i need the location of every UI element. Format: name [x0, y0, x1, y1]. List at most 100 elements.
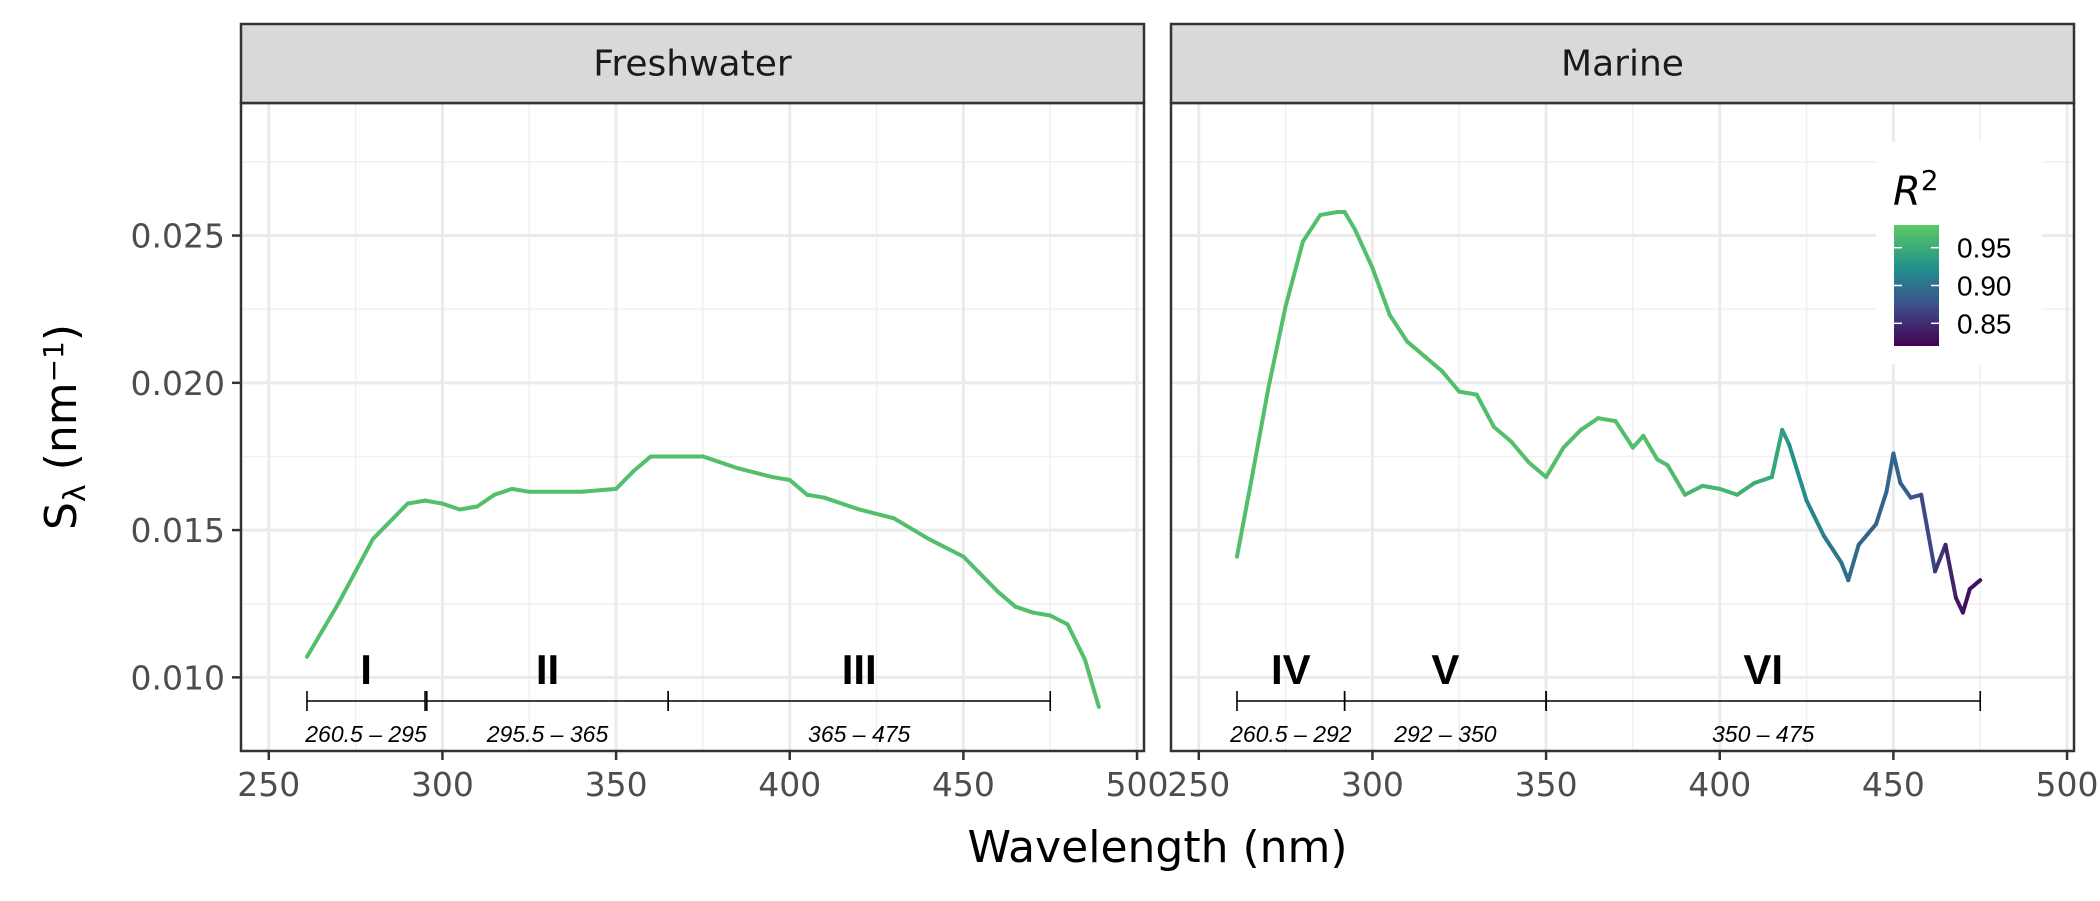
- segment-label: IV: [1271, 646, 1311, 693]
- series-line-segment: [1735, 480, 1757, 497]
- series-line-segment: [304, 601, 341, 659]
- y-tick-label: 0.020: [131, 364, 225, 403]
- series-line-segment: [1342, 209, 1358, 232]
- series-line-segment: [1884, 451, 1896, 494]
- series-line-segment: [1804, 498, 1826, 538]
- y-axis-title: Sλ (nm−1): [36, 324, 93, 530]
- series-line-segment: [1596, 416, 1618, 424]
- y-tick-label: 0.010: [131, 658, 225, 697]
- x-tick-label: 400: [758, 765, 821, 804]
- series-line-segment: [1752, 475, 1774, 485]
- x-tick-label: 350: [1515, 765, 1578, 804]
- colorbar-legend: R2 0.95 0.90 0.85: [1876, 142, 2042, 364]
- x-tick-label: 500: [1106, 765, 1169, 804]
- series-line-segment: [1717, 486, 1740, 497]
- series-line-segment: [1787, 442, 1809, 503]
- series-line-segment: [440, 501, 462, 512]
- segment-label: II: [536, 646, 559, 693]
- series-line-segment: [336, 536, 375, 606]
- series-line-segment: [423, 498, 445, 506]
- segment-range-label: 260.5 – 292: [1229, 721, 1352, 747]
- segment-range-label: 295.5 – 365: [486, 721, 609, 747]
- segment-range-label: 350 – 475: [1712, 721, 1815, 747]
- series-line-segment: [1318, 209, 1340, 217]
- series-line-segment: [475, 492, 497, 509]
- series-line-segment: [1561, 427, 1583, 450]
- colorbar-tick-label: 0.95: [1957, 233, 2012, 264]
- series-line-segment: [770, 475, 792, 483]
- series-line-segment: [1960, 587, 1972, 615]
- facet-strip-label: Freshwater: [593, 44, 792, 85]
- segment-label: III: [842, 646, 877, 693]
- x-tick-label: 450: [1862, 765, 1925, 804]
- x-tick-label: 250: [1167, 765, 1230, 804]
- series-line-segment: [579, 486, 619, 494]
- x-tick-label: 400: [1688, 765, 1751, 804]
- x-axis-title: Wavelength (nm): [967, 822, 1347, 873]
- panel-freshwater: I 260.5 – 295 II 295.5 – 365 III 365 – 475 Fre…: [237, 22, 1169, 804]
- series-line-segment: [1967, 578, 1983, 591]
- series-line-segment: [961, 554, 1001, 594]
- series-line-segment: [1030, 610, 1053, 618]
- series-line-segment: [1266, 304, 1288, 391]
- series-line-segment: [996, 589, 1018, 609]
- series-line-segment: [1891, 451, 1903, 485]
- panel-marine: IV 260.5 – 292 V 292 – 350 VI 350 – 475 Marine…: [1167, 22, 2099, 804]
- series-line-segment: [1422, 354, 1444, 374]
- facet-strip: [239, 22, 1146, 105]
- series-line-segment: [1933, 542, 1948, 574]
- series-line-segment: [1370, 265, 1392, 318]
- series-line-segment: [1509, 439, 1531, 465]
- series-line-segment: [1630, 433, 1646, 450]
- series-line-segment: [1821, 533, 1844, 565]
- series-line-segment: [1248, 386, 1271, 485]
- series-line-segment: [1048, 613, 1070, 627]
- series-line-segment: [1898, 480, 1913, 500]
- series-line-segment: [1082, 657, 1101, 709]
- series-line-segment: [787, 478, 810, 497]
- series-line-segment: [1700, 483, 1722, 491]
- series-line-segment: [1439, 369, 1462, 394]
- series-line-segment: [1846, 542, 1861, 583]
- series-line-segment: [1457, 389, 1479, 397]
- series-line-segment: [1919, 492, 1938, 574]
- x-tick-label: 300: [411, 765, 474, 804]
- series-line-segment: [1683, 483, 1705, 497]
- series-line-segment: [1641, 433, 1660, 462]
- segment-label: VI: [1743, 646, 1783, 693]
- y-tick-label: 0.025: [131, 217, 225, 256]
- y-tick-label: 0.015: [131, 511, 225, 550]
- x-tick-label: 450: [932, 765, 995, 804]
- series-line-segment: [1780, 427, 1792, 447]
- series-line-segment: [700, 454, 740, 471]
- series-line-segment: [1013, 604, 1035, 615]
- x-tick-label: 300: [1341, 765, 1404, 804]
- series-line-segment: [614, 469, 636, 491]
- segment-range-label: 260.5 – 295: [304, 721, 427, 747]
- segment-label: I: [360, 646, 372, 693]
- series-line-segment: [891, 516, 931, 541]
- colorbar-tick-label: 0.90: [1957, 271, 2012, 302]
- series-line-segment: [1856, 522, 1879, 547]
- series-line-segment: [1544, 445, 1566, 480]
- series-line-segment: [1578, 416, 1601, 432]
- series-line-segment: [857, 507, 896, 521]
- segment-range-label: 292 – 350: [1393, 721, 1497, 747]
- panel-background: [241, 103, 1144, 751]
- series-line-segment: [1526, 460, 1549, 480]
- series-line-segment: [735, 466, 775, 480]
- series-line-segment: [1943, 542, 1958, 600]
- series-line-segment: [370, 501, 410, 541]
- series-line-segment: [926, 536, 966, 559]
- segment-label: V: [1431, 646, 1459, 693]
- series-line-segment: [457, 504, 480, 512]
- series-line-segment: [1234, 480, 1253, 559]
- series-line-segment: [1353, 227, 1375, 270]
- series-line-segment: [1491, 425, 1514, 444]
- series-line-segment: [1613, 419, 1635, 450]
- facet-strip: [1169, 22, 2076, 105]
- series-line-segment: [822, 495, 862, 512]
- x-tick-label: 500: [2036, 765, 2099, 804]
- legend-title: R2: [1893, 164, 1939, 215]
